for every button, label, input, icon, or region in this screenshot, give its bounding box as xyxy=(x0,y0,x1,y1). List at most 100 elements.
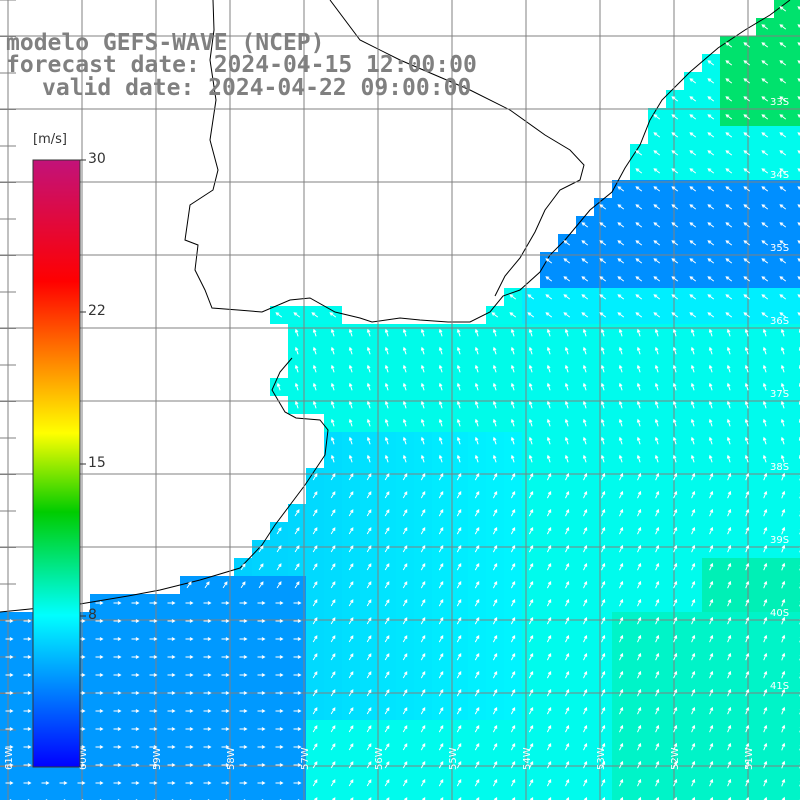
wind-arrow xyxy=(619,472,624,481)
wind-arrow xyxy=(149,637,158,641)
wind-arrow xyxy=(438,544,444,553)
wind-arrow xyxy=(95,763,104,767)
wind-arrow xyxy=(438,634,444,643)
wind-arrow xyxy=(330,671,336,679)
wind-arrow xyxy=(761,60,769,66)
wind-arrow xyxy=(510,490,516,499)
wind-arrow xyxy=(276,527,282,535)
wind-cell xyxy=(198,792,216,800)
wind-arrow xyxy=(456,490,462,499)
wind-arrow xyxy=(528,508,534,517)
wind-arrow xyxy=(492,760,498,769)
wind-arrow xyxy=(583,526,588,535)
wind-arrow xyxy=(294,328,299,337)
wind-arrow xyxy=(402,473,408,481)
wind-arrow xyxy=(582,454,587,463)
wind-cell xyxy=(792,450,800,468)
wind-arrow xyxy=(420,778,426,787)
wind-cell xyxy=(612,792,630,800)
wind-arrow xyxy=(492,418,497,427)
wind-arrow xyxy=(654,382,659,391)
wind-arrow xyxy=(528,544,534,553)
wind-arrow xyxy=(725,312,733,318)
wind-arrow xyxy=(673,742,678,751)
wind-arrow xyxy=(725,168,733,174)
wind-arrow xyxy=(402,671,408,679)
wind-arrow xyxy=(727,598,732,607)
wind-arrow xyxy=(636,346,641,355)
wind-arrow xyxy=(95,691,104,695)
wind-arrow xyxy=(510,544,516,553)
wind-arrow xyxy=(492,598,498,607)
wind-arrow xyxy=(601,634,606,643)
wind-arrow xyxy=(601,562,606,571)
wind-arrow xyxy=(709,688,714,697)
wind-arrow xyxy=(366,473,372,481)
wind-arrow xyxy=(779,294,787,300)
wind-arrow xyxy=(691,760,696,769)
wind-arrow xyxy=(691,580,696,589)
wind-arrow xyxy=(708,328,713,337)
wind-arrow xyxy=(113,673,122,677)
wind-cell xyxy=(342,792,360,800)
wind-arrow xyxy=(402,436,407,445)
wind-arrow xyxy=(330,761,336,769)
wind-arrow xyxy=(438,562,444,571)
wind-arrow xyxy=(671,222,679,228)
wind-arrow xyxy=(330,545,336,553)
wind-arrow xyxy=(762,346,767,355)
wind-arrow xyxy=(743,294,751,300)
wind-arrow xyxy=(781,724,786,733)
wind-arrow xyxy=(131,727,140,731)
wind-arrow xyxy=(510,580,516,589)
wind-cell xyxy=(504,792,522,800)
wind-arrow xyxy=(203,637,212,641)
longitude-label: 55W xyxy=(448,747,459,770)
wind-arrow xyxy=(258,581,264,589)
wind-arrow xyxy=(637,778,642,787)
wind-arrow xyxy=(474,328,479,337)
wind-arrow xyxy=(312,761,318,769)
wind-arrow xyxy=(583,562,588,571)
wind-arrow xyxy=(330,707,336,715)
wind-arrow xyxy=(420,508,426,517)
wind-arrow xyxy=(745,544,750,553)
wind-arrow xyxy=(456,598,462,607)
wind-arrow xyxy=(745,526,750,535)
wind-cell xyxy=(792,738,800,756)
wind-arrow xyxy=(438,580,444,589)
wind-cell xyxy=(792,144,800,162)
wind-cell xyxy=(702,792,720,800)
wind-arrow xyxy=(330,653,336,661)
wind-arrow xyxy=(635,312,643,318)
wind-arrow xyxy=(545,258,553,264)
wind-arrow xyxy=(744,328,749,337)
wind-arrow xyxy=(348,527,354,535)
wind-arrow xyxy=(113,781,122,785)
wind-arrow xyxy=(726,400,731,409)
wind-arrow xyxy=(331,797,336,800)
wind-arrow xyxy=(709,508,714,517)
wind-arrow xyxy=(348,382,353,391)
colorbar xyxy=(32,159,81,768)
wind-arrow xyxy=(384,436,389,445)
wind-arrow xyxy=(131,763,140,767)
wind-arrow xyxy=(655,778,660,787)
wind-arrow xyxy=(709,616,714,625)
wind-arrow xyxy=(691,472,696,481)
wind-arrow xyxy=(528,346,533,355)
wind-arrow xyxy=(492,454,497,463)
wind-arrow xyxy=(348,545,354,553)
wind-arrow xyxy=(564,436,569,445)
wind-arrow xyxy=(565,508,570,517)
wind-arrow xyxy=(330,436,335,445)
wind-arrow xyxy=(167,727,176,731)
wind-arrow xyxy=(762,382,767,391)
wind-cell xyxy=(666,792,684,800)
wind-arrow xyxy=(690,328,695,337)
wind-arrow xyxy=(763,562,768,571)
wind-arrow xyxy=(456,328,461,337)
wind-arrow xyxy=(653,132,661,138)
wind-arrow xyxy=(653,150,661,156)
wind-arrow xyxy=(600,364,605,373)
